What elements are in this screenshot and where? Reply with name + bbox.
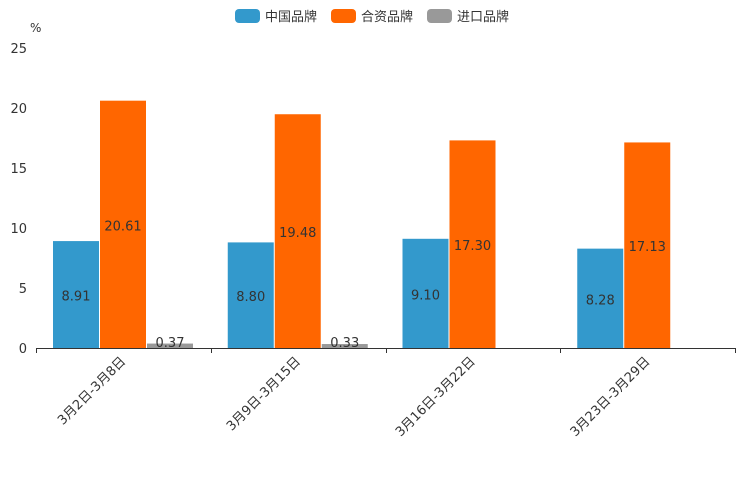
legend-item-china-brand[interactable]: 中国品牌 <box>234 6 317 25</box>
bar-import-1[interactable] <box>321 344 368 348</box>
data-label: 8.91 <box>62 290 91 305</box>
bar-joint-venture-1[interactable] <box>274 114 321 349</box>
data-label: 8.28 <box>586 293 615 308</box>
y-tick-label: 5 <box>19 282 27 297</box>
bar-import-0[interactable] <box>147 343 193 348</box>
x-category-label: 3月9日-3月15日 <box>224 354 304 434</box>
y-tick-label: 0 <box>19 342 27 357</box>
data-label: 20.61 <box>104 219 141 234</box>
data-label: 17.13 <box>629 240 666 255</box>
legend-label-import-brand: 进口品牌 <box>457 10 510 25</box>
data-label: 9.10 <box>411 288 440 303</box>
data-label: 8.80 <box>236 290 265 305</box>
legend-label-joint-venture-brand: 合资品牌 <box>360 10 413 25</box>
bar-china-3[interactable] <box>577 248 624 348</box>
y-tick-label: 20 <box>10 102 27 117</box>
legend-label-china-brand: 中国品牌 <box>264 10 317 25</box>
bar-joint-venture-2[interactable] <box>449 140 496 348</box>
x-category-label: 3月23日-3月29日 <box>568 354 654 440</box>
bar-joint-venture-3[interactable] <box>624 142 671 348</box>
y-tick-label: 10 <box>10 222 27 237</box>
y-tick-label: 15 <box>10 162 27 177</box>
legend-swatch-china-brand <box>234 8 260 23</box>
bar-joint-venture-0[interactable] <box>100 100 146 349</box>
y-axis-unit: % <box>30 21 42 35</box>
x-category-label: 3月16日-3月22日 <box>393 354 479 440</box>
bar-china-2[interactable] <box>402 238 449 348</box>
data-label: 0.37 <box>156 336 185 351</box>
data-label: 19.48 <box>279 226 316 241</box>
legend-swatch-joint-venture-brand <box>330 8 356 23</box>
bar-china-1[interactable] <box>227 242 274 348</box>
legend-swatch-import-brand <box>427 8 452 23</box>
bar-china-0[interactable] <box>53 241 99 348</box>
legend-item-joint-venture-brand[interactable]: 合资品牌 <box>330 6 413 25</box>
legend: 中国品牌 合资品牌 进口品牌 <box>0 6 744 25</box>
data-label: 0.33 <box>330 336 359 351</box>
data-label: 17.30 <box>454 239 491 254</box>
x-category-label: 3月2日-3月8日 <box>55 354 129 428</box>
legend-item-import-brand[interactable]: 进口品牌 <box>427 6 509 25</box>
y-tick-label: 25 <box>10 42 27 57</box>
